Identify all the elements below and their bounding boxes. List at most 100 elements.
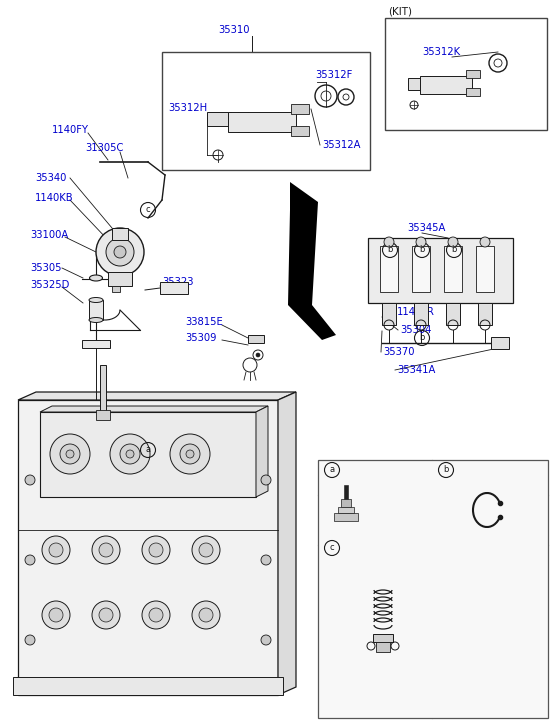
Bar	[476, 246, 494, 292]
Text: 1140FY: 1140FY	[52, 125, 89, 135]
Text: 35312K: 35312K	[422, 47, 460, 57]
Bar	[420, 76, 472, 94]
Circle shape	[99, 608, 113, 622]
Text: 35312A: 35312A	[322, 140, 361, 150]
Bar	[380, 246, 398, 292]
Bar	[291, 104, 309, 114]
Bar	[112, 286, 120, 292]
Polygon shape	[256, 406, 268, 497]
Circle shape	[199, 608, 213, 622]
Circle shape	[149, 608, 163, 622]
Circle shape	[114, 246, 126, 258]
Circle shape	[192, 536, 220, 564]
Text: 35312F: 35312F	[315, 70, 352, 80]
Bar	[385, 18, 547, 130]
Text: 35304: 35304	[400, 325, 432, 335]
Text: 35309: 35309	[185, 333, 217, 343]
Bar	[162, 52, 370, 170]
Circle shape	[60, 444, 80, 464]
Bar	[341, 499, 351, 507]
Text: 33815E: 33815E	[185, 317, 223, 327]
Bar	[207, 112, 231, 126]
Circle shape	[149, 543, 163, 557]
Text: b: b	[387, 246, 393, 254]
Circle shape	[256, 353, 260, 357]
Text: 31337F: 31337F	[346, 543, 383, 553]
Circle shape	[106, 238, 134, 266]
Text: a: a	[330, 465, 335, 475]
Circle shape	[99, 543, 113, 557]
Circle shape	[126, 450, 134, 458]
Bar	[96, 410, 110, 420]
Circle shape	[49, 608, 63, 622]
Bar	[446, 303, 460, 325]
Circle shape	[50, 434, 90, 474]
Circle shape	[25, 475, 35, 485]
Text: (KIT): (KIT)	[388, 7, 412, 17]
Text: 33100A: 33100A	[30, 230, 68, 240]
Bar	[373, 634, 393, 642]
Bar	[89, 300, 103, 320]
Bar	[248, 335, 264, 343]
Bar	[82, 340, 110, 348]
Bar	[228, 112, 296, 132]
Text: 35310: 35310	[218, 25, 250, 35]
Bar	[412, 246, 430, 292]
Bar	[338, 507, 354, 513]
Bar	[466, 88, 480, 96]
Bar	[478, 303, 492, 325]
Text: 35345A: 35345A	[407, 223, 445, 233]
Polygon shape	[288, 182, 336, 340]
Bar	[491, 337, 509, 349]
Text: b: b	[419, 246, 425, 254]
Text: b: b	[452, 246, 456, 254]
Bar	[318, 460, 548, 718]
Circle shape	[42, 601, 70, 629]
Ellipse shape	[89, 297, 103, 302]
Ellipse shape	[90, 275, 102, 281]
Bar	[291, 126, 309, 136]
Circle shape	[120, 444, 140, 464]
Circle shape	[25, 555, 35, 565]
Bar	[466, 70, 480, 78]
Text: 35340: 35340	[35, 173, 66, 183]
Bar	[112, 228, 128, 240]
Text: 1140FR: 1140FR	[397, 307, 435, 317]
Bar	[13, 677, 283, 695]
Text: 35312H: 35312H	[168, 103, 207, 113]
Text: a: a	[146, 446, 151, 454]
Circle shape	[261, 555, 271, 565]
Text: b: b	[443, 465, 449, 475]
Circle shape	[384, 237, 394, 247]
Text: 1140FY: 1140FY	[360, 483, 397, 493]
Circle shape	[142, 601, 170, 629]
Text: c: c	[330, 544, 334, 553]
Bar	[376, 642, 390, 652]
Circle shape	[92, 536, 120, 564]
Circle shape	[25, 635, 35, 645]
Circle shape	[142, 536, 170, 564]
Circle shape	[42, 536, 70, 564]
Text: 1799JD: 1799JD	[460, 465, 496, 475]
Circle shape	[110, 434, 150, 474]
Polygon shape	[40, 406, 268, 412]
Bar	[100, 365, 106, 412]
Polygon shape	[18, 392, 296, 400]
Circle shape	[92, 601, 120, 629]
Text: 35305: 35305	[30, 263, 61, 273]
Bar	[40, 412, 256, 497]
Bar	[368, 238, 513, 303]
Text: c: c	[146, 206, 150, 214]
Bar	[382, 303, 396, 325]
Ellipse shape	[89, 318, 103, 323]
Text: b: b	[419, 334, 425, 342]
Bar	[18, 400, 278, 695]
Text: 35325D: 35325D	[30, 280, 69, 290]
Bar	[334, 513, 358, 521]
Polygon shape	[278, 392, 296, 695]
Circle shape	[49, 543, 63, 557]
Text: 31305C: 31305C	[85, 143, 124, 153]
Bar	[160, 282, 188, 294]
Text: 35341A: 35341A	[397, 365, 435, 375]
Text: 35370: 35370	[383, 347, 414, 357]
